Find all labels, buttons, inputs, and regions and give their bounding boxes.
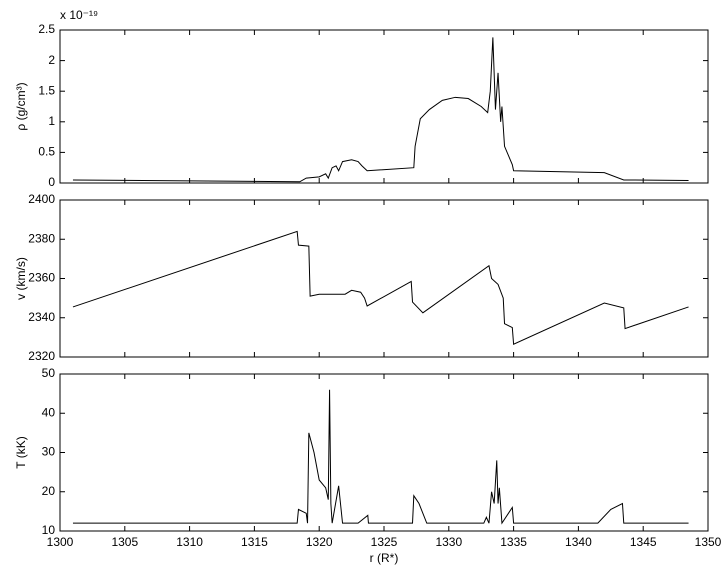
x-tick-label: 1315 [241, 535, 268, 549]
y-tick-label: 30 [42, 445, 56, 459]
scale-label: x 10⁻¹⁹ [60, 8, 98, 22]
axes-frame [59, 29, 709, 184]
data-line [72, 37, 689, 183]
y-tick-label: 2400 [28, 192, 55, 206]
axes-frame [59, 373, 709, 532]
y-tick-label: 2380 [28, 231, 55, 245]
y-tick-label: 0.5 [38, 145, 55, 159]
x-axis-label: r (R*) [370, 551, 399, 565]
x-tick-label: 1325 [371, 535, 398, 549]
y-tick-label: 50 [42, 366, 56, 380]
y-tick-label: 10 [42, 523, 56, 537]
y-tick-label: 2.5 [38, 22, 55, 36]
x-tick-label: 1305 [111, 535, 138, 549]
data-line [72, 230, 689, 345]
y-tick-label: 0 [48, 175, 55, 189]
x-tick-label: 1335 [500, 535, 527, 549]
y-tick-label: 2 [48, 53, 55, 67]
y-axis-label: T (kK) [14, 436, 28, 468]
y-axis-label: v (km/s) [14, 257, 28, 300]
x-tick-label: 1300 [47, 535, 74, 549]
y-tick-label: 2360 [28, 271, 55, 285]
x-tick-label: 1340 [565, 535, 592, 549]
y-tick-label: 40 [42, 405, 56, 419]
y-tick-label: 1 [48, 114, 55, 128]
x-tick-label: 1310 [176, 535, 203, 549]
y-tick-label: 2320 [28, 349, 55, 363]
x-tick-label: 1350 [695, 535, 721, 549]
y-tick-label: 2340 [28, 310, 55, 324]
x-tick-label: 1320 [306, 535, 333, 549]
data-line [72, 389, 689, 525]
y-tick-label: 20 [42, 484, 56, 498]
y-axis-label: ρ (g/cm³) [14, 82, 28, 130]
x-tick-label: 1345 [630, 535, 657, 549]
x-tick-label: 1330 [435, 535, 462, 549]
y-tick-label: 1.5 [38, 83, 55, 97]
